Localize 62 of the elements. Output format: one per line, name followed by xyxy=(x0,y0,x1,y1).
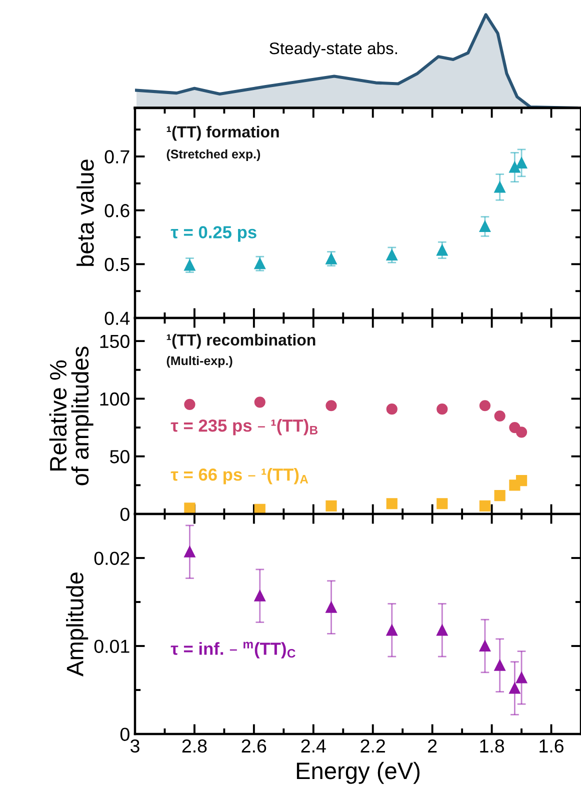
point xyxy=(184,398,196,410)
point xyxy=(516,672,528,684)
annotation: ¹(TT) formation xyxy=(166,126,279,141)
point xyxy=(479,220,491,232)
x-tick-label: 3 xyxy=(130,739,140,753)
y-tick-label: 0 xyxy=(120,728,130,741)
x-tick-label: 2.6 xyxy=(242,739,266,753)
y-tick-label: 0 xyxy=(120,508,130,521)
series-label: τ = 235 ps – ¹(TT)$_{B}$ xyxy=(170,419,318,436)
y-tick-label: 0.5 xyxy=(104,258,130,272)
point xyxy=(386,249,398,261)
point xyxy=(494,490,506,502)
x-tick-label: 2.4 xyxy=(301,739,326,752)
y-axis-title: Amplitude xyxy=(66,572,88,676)
y-tick-label: 0.7 xyxy=(104,150,130,164)
point xyxy=(184,546,196,558)
point xyxy=(386,624,398,636)
x-axis-title: Energy (eV) xyxy=(296,762,420,784)
point xyxy=(326,400,337,412)
point xyxy=(516,426,528,438)
series-label: Steady-state abs. xyxy=(270,42,397,58)
y-tick-label: 150 xyxy=(100,334,130,348)
point xyxy=(479,500,491,512)
x-tick-label: 2 xyxy=(428,739,437,752)
point xyxy=(436,498,448,510)
annotation: ¹(TT) recombination xyxy=(166,334,316,349)
point xyxy=(516,157,528,168)
series-label: τ = 0.25 ps xyxy=(170,226,256,242)
annotation: (Multi-exp.) xyxy=(166,356,232,368)
y-axis-title: Relative % of amplitudes xyxy=(49,346,94,486)
point xyxy=(326,602,337,613)
point xyxy=(326,500,337,512)
point xyxy=(386,404,398,415)
point xyxy=(254,396,266,408)
point xyxy=(494,182,506,193)
point xyxy=(386,498,398,510)
x-tick-label: 2.2 xyxy=(360,739,385,752)
point xyxy=(509,682,520,694)
series-label: τ = 66 ps – ¹(TT)$_{A}$ xyxy=(170,468,308,484)
y-tick-label: 100 xyxy=(100,392,130,406)
annotation: (Stretched exp.) xyxy=(166,149,260,161)
x-tick-label: 1.8 xyxy=(480,739,504,753)
point xyxy=(494,660,506,671)
point xyxy=(436,624,448,636)
point xyxy=(436,244,448,256)
y-axis-title: beta value xyxy=(76,160,94,266)
point xyxy=(494,410,506,422)
y-tick-label: 0.01 xyxy=(94,640,130,653)
y-tick-label: 0.02 xyxy=(94,552,130,565)
point xyxy=(479,640,491,652)
point xyxy=(479,400,491,412)
point xyxy=(436,404,448,415)
y-tick-label: 0.6 xyxy=(104,204,130,218)
x-tick-label: 2.8 xyxy=(182,739,207,753)
point xyxy=(254,590,266,602)
point xyxy=(254,258,266,270)
point xyxy=(509,162,520,173)
y-tick-label: 50 xyxy=(110,450,130,464)
x-tick-label: 1.6 xyxy=(540,739,564,753)
text: τ = inf. – $^{m}$(TT)$_{C}$ xyxy=(170,642,296,658)
y-tick-label: 0.4 xyxy=(104,312,130,325)
point xyxy=(516,475,528,486)
